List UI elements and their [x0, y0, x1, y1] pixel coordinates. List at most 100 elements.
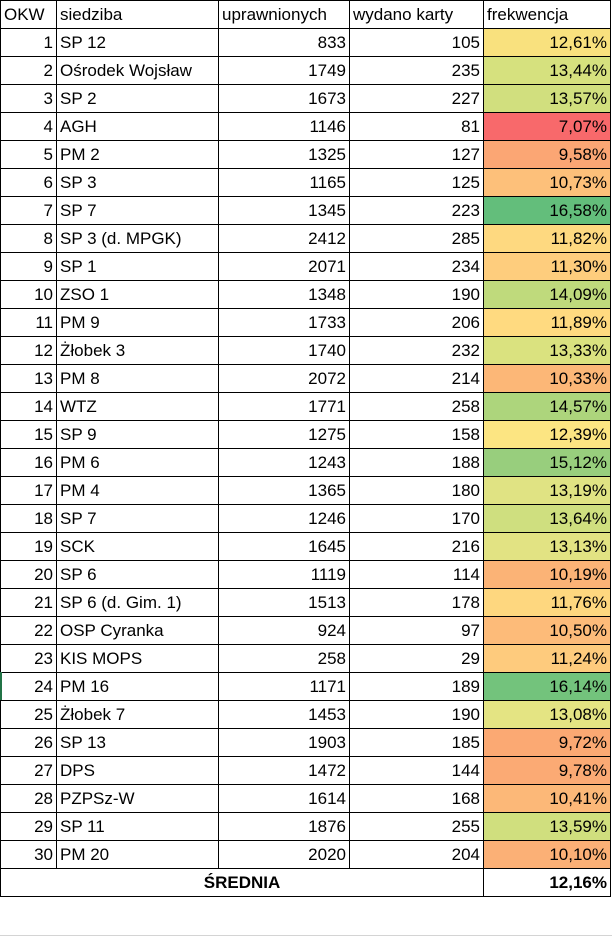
cell-frekwencja[interactable]: 13,08% [483, 700, 611, 729]
cell-frekwencja[interactable]: 7,07% [483, 112, 611, 141]
cell-siedziba[interactable]: SP 6 [56, 560, 219, 589]
cell-siedziba[interactable]: SP 7 [56, 504, 219, 533]
cell-okw[interactable]: 27 [0, 756, 57, 785]
cell-siedziba[interactable]: SP 1 [56, 252, 219, 281]
cell-frekwencja[interactable]: 10,19% [483, 560, 611, 589]
cell-frekwencja[interactable]: 11,76% [483, 588, 611, 617]
cell-siedziba[interactable]: SP 11 [56, 812, 219, 841]
cell-okw[interactable]: 15 [0, 420, 57, 449]
cell-siedziba[interactable]: PM 20 [56, 840, 219, 869]
cell-frekwencja[interactable]: 13,59% [483, 812, 611, 841]
cell-okw[interactable]: 4 [0, 112, 57, 141]
cell-siedziba[interactable]: SP 9 [56, 420, 219, 449]
cell-siedziba[interactable]: SP 12 [56, 28, 219, 57]
cell-uprawnionych[interactable]: 1325 [218, 140, 350, 169]
cell-wydano-karty[interactable]: 185 [349, 728, 484, 757]
header-okw[interactable]: OKW [0, 0, 57, 29]
cell-wydano-karty[interactable]: 216 [349, 532, 484, 561]
cell-uprawnionych[interactable]: 2412 [218, 224, 350, 253]
cell-okw[interactable]: 5 [0, 140, 57, 169]
cell-okw[interactable]: 28 [0, 784, 57, 813]
cell-frekwencja[interactable]: 15,12% [483, 448, 611, 477]
cell-okw[interactable]: 19 [0, 532, 57, 561]
cell-siedziba[interactable]: PZPSz-W [56, 784, 219, 813]
cell-siedziba[interactable]: WTZ [56, 392, 219, 421]
cell-wydano-karty[interactable]: 170 [349, 504, 484, 533]
header-siedziba[interactable]: siedziba [56, 0, 219, 29]
cell-siedziba[interactable]: SP 3 (d. MPGK) [56, 224, 219, 253]
cell-okw[interactable]: 17 [0, 476, 57, 505]
cell-wydano-karty[interactable]: 227 [349, 84, 484, 113]
cell-wydano-karty[interactable]: 255 [349, 812, 484, 841]
cell-okw[interactable]: 21 [0, 588, 57, 617]
cell-uprawnionych[interactable]: 2072 [218, 364, 350, 393]
cell-uprawnionych[interactable]: 1513 [218, 588, 350, 617]
cell-uprawnionych[interactable]: 1348 [218, 280, 350, 309]
cell-uprawnionych[interactable]: 1771 [218, 392, 350, 421]
cell-okw[interactable]: 24 [0, 672, 57, 701]
cell-uprawnionych[interactable]: 924 [218, 616, 350, 645]
cell-wydano-karty[interactable]: 168 [349, 784, 484, 813]
cell-okw[interactable]: 14 [0, 392, 57, 421]
cell-uprawnionych[interactable]: 2020 [218, 840, 350, 869]
cell-siedziba[interactable]: PM 6 [56, 448, 219, 477]
cell-frekwencja[interactable]: 13,19% [483, 476, 611, 505]
cell-frekwencja[interactable]: 14,09% [483, 280, 611, 309]
average-label[interactable]: ŚREDNIA [0, 868, 484, 897]
cell-frekwencja[interactable]: 12,39% [483, 420, 611, 449]
header-uprawnionych[interactable]: uprawnionych [218, 0, 350, 29]
cell-uprawnionych[interactable]: 1740 [218, 336, 350, 365]
cell-siedziba[interactable]: PM 16 [56, 672, 219, 701]
cell-siedziba[interactable]: SP 3 [56, 168, 219, 197]
cell-wydano-karty[interactable]: 189 [349, 672, 484, 701]
header-frekwencja[interactable]: frekwencja [483, 0, 611, 29]
cell-okw[interactable]: 7 [0, 196, 57, 225]
cell-wydano-karty[interactable]: 127 [349, 140, 484, 169]
cell-wydano-karty[interactable]: 178 [349, 588, 484, 617]
cell-siedziba[interactable]: SP 7 [56, 196, 219, 225]
cell-uprawnionych[interactable]: 1146 [218, 112, 350, 141]
cell-okw[interactable]: 13 [0, 364, 57, 393]
cell-okw[interactable]: 1 [0, 28, 57, 57]
cell-okw[interactable]: 25 [0, 700, 57, 729]
cell-wydano-karty[interactable]: 105 [349, 28, 484, 57]
cell-siedziba[interactable]: SP 6 (d. Gim. 1) [56, 588, 219, 617]
cell-siedziba[interactable]: SCK [56, 532, 219, 561]
cell-wydano-karty[interactable]: 180 [349, 476, 484, 505]
cell-wydano-karty[interactable]: 206 [349, 308, 484, 337]
cell-uprawnionych[interactable]: 1614 [218, 784, 350, 813]
cell-okw[interactable]: 10 [0, 280, 57, 309]
cell-frekwencja[interactable]: 16,58% [483, 196, 611, 225]
cell-uprawnionych[interactable]: 1365 [218, 476, 350, 505]
cell-frekwencja[interactable]: 10,73% [483, 168, 611, 197]
cell-okw[interactable]: 23 [0, 644, 57, 673]
cell-okw[interactable]: 3 [0, 84, 57, 113]
cell-uprawnionych[interactable]: 1645 [218, 532, 350, 561]
cell-siedziba[interactable]: PM 4 [56, 476, 219, 505]
header-wydano-karty[interactable]: wydano karty [349, 0, 484, 29]
cell-uprawnionych[interactable]: 1733 [218, 308, 350, 337]
cell-uprawnionych[interactable]: 1246 [218, 504, 350, 533]
cell-wydano-karty[interactable]: 114 [349, 560, 484, 589]
cell-okw[interactable]: 8 [0, 224, 57, 253]
cell-frekwencja[interactable]: 13,57% [483, 84, 611, 113]
cell-okw[interactable]: 30 [0, 840, 57, 869]
cell-wydano-karty[interactable]: 232 [349, 336, 484, 365]
cell-uprawnionych[interactable]: 1165 [218, 168, 350, 197]
cell-uprawnionych[interactable]: 833 [218, 28, 350, 57]
cell-uprawnionych[interactable]: 1673 [218, 84, 350, 113]
cell-okw[interactable]: 20 [0, 560, 57, 589]
cell-uprawnionych[interactable]: 1171 [218, 672, 350, 701]
cell-frekwencja[interactable]: 14,57% [483, 392, 611, 421]
cell-frekwencja[interactable]: 13,13% [483, 532, 611, 561]
cell-frekwencja[interactable]: 12,61% [483, 28, 611, 57]
cell-siedziba[interactable]: Żłobek 3 [56, 336, 219, 365]
cell-siedziba[interactable]: PM 8 [56, 364, 219, 393]
cell-siedziba[interactable]: OSP Cyranka [56, 616, 219, 645]
cell-okw[interactable]: 26 [0, 728, 57, 757]
cell-okw[interactable]: 11 [0, 308, 57, 337]
cell-siedziba[interactable]: PM 2 [56, 140, 219, 169]
cell-wydano-karty[interactable]: 190 [349, 280, 484, 309]
cell-frekwencja[interactable]: 13,33% [483, 336, 611, 365]
cell-frekwencja[interactable]: 13,44% [483, 56, 611, 85]
